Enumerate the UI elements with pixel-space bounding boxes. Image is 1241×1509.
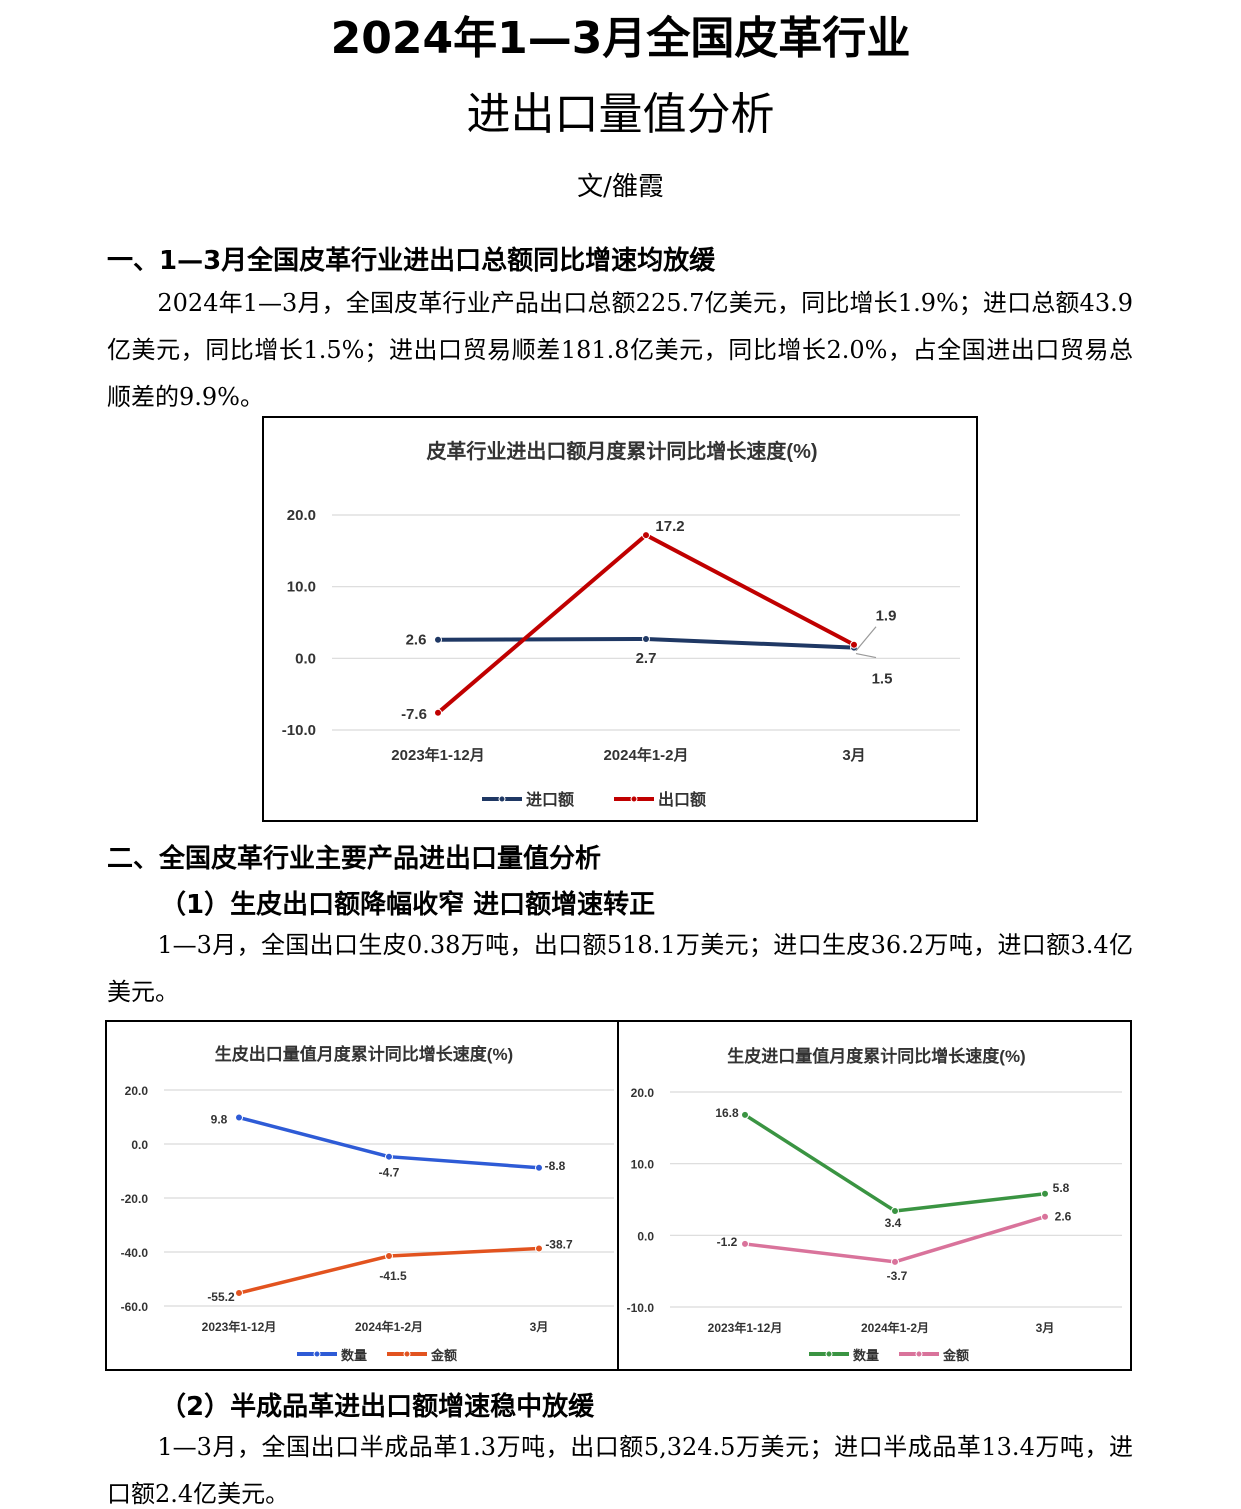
data-label: 1.5: [872, 671, 893, 688]
data-label: 17.2: [655, 518, 684, 535]
x-tick-label: 2023年1-12月: [708, 1320, 783, 1335]
data-point: [434, 635, 442, 644]
data-label: -41.5: [379, 1269, 407, 1283]
y-tick-label: 20.0: [631, 1086, 655, 1100]
data-label: 1.9: [876, 608, 897, 625]
legend-marker: [498, 795, 506, 803]
chart-title: 生皮出口量值月度累计同比增长速度(%): [215, 1044, 513, 1064]
legend-label: 出口额: [658, 790, 706, 809]
legend-label: 数量: [853, 1348, 879, 1363]
legend-marker: [630, 795, 638, 803]
title-line-1: 2024年1—3月全国皮革行业: [330, 13, 911, 64]
chart-leather-trade-growth: 皮革行业进出口额月度累计同比增长速度(%) 20.0 10.0 0.0 -10.0 202…: [262, 416, 978, 822]
data-point: [434, 708, 442, 717]
x-tick-label: 3月: [842, 747, 865, 764]
author: 文/雒霞: [577, 172, 664, 202]
data-label: -3.7: [887, 1269, 908, 1283]
chart-title: 皮革行业进出口额月度累计同比增长速度(%): [426, 439, 817, 463]
y-tick-label: 0.0: [131, 1138, 148, 1152]
chart-rawhide-import: 生皮进口量值月度累计同比增长速度(%) 20.0 10.0 0.0 -10.0 2023年…: [617, 1020, 1132, 1371]
legend-label: 进口额: [526, 790, 574, 809]
subsection2-paragraph: 1—3月，全国出口半成品革1.3万吨，出口额5,324.5万美元；进口半成品革1…: [107, 1433, 1133, 1508]
data-label: -38.7: [545, 1237, 573, 1251]
leader-line: [855, 626, 877, 652]
y-tick-label: -10.0: [282, 722, 316, 739]
data-label: 9.8: [211, 1113, 228, 1127]
x-tick-label: 2023年1-12月: [391, 746, 484, 764]
section1-paragraph: 2024年1—3月，全国皮革行业产品出口总额225.7亿美元，同比增长1.9%；…: [107, 289, 1133, 411]
data-point: [535, 1244, 543, 1253]
data-point: [385, 1152, 393, 1161]
x-tick-label: 2024年1-2月: [355, 1319, 423, 1334]
data-point: [535, 1163, 543, 1172]
y-tick-label: 20.0: [125, 1084, 149, 1098]
y-tick-label: 20.0: [287, 507, 316, 524]
data-point: [741, 1110, 749, 1119]
y-tick-label: -40.0: [121, 1246, 149, 1260]
legend-marker: [825, 1350, 833, 1358]
leader-line: [855, 652, 877, 659]
data-point: [235, 1113, 243, 1122]
subsection1-paragraph: 1—3月，全国出口生皮0.38万吨，出口额518.1万美元；进口生皮36.2万吨…: [107, 931, 1133, 1006]
data-label: 2.6: [1055, 1210, 1072, 1224]
subsection1-heading: （1）生皮出口额降幅收窄 进口额增速转正: [160, 890, 656, 920]
data-point: [1041, 1212, 1049, 1221]
legend-label: 金额: [942, 1348, 969, 1363]
data-point: [1041, 1189, 1049, 1198]
legend-marker: [915, 1350, 923, 1358]
data-point: [385, 1252, 393, 1261]
y-tick-label: -10.0: [627, 1301, 655, 1315]
legend-label: 金额: [430, 1348, 457, 1363]
data-label: -55.2: [207, 1290, 235, 1304]
y-tick-label: 0.0: [637, 1229, 654, 1243]
x-tick-label: 3月: [1036, 1321, 1055, 1335]
data-point: [741, 1239, 749, 1248]
data-label: -1.2: [717, 1235, 738, 1249]
data-label: -4.7: [379, 1166, 400, 1180]
data-point: [235, 1289, 243, 1298]
chart-svg: 生皮出口量值月度累计同比增长速度(%) 20.0 0.0 -20.0 -40.0 -60.…: [121, 1044, 614, 1363]
data-point: [891, 1257, 899, 1266]
title-line-2: 进出口量值分析: [466, 89, 775, 140]
data-label: 3.4: [885, 1216, 902, 1230]
data-point: [891, 1206, 899, 1215]
data-label: 5.8: [1053, 1181, 1070, 1195]
data-point: [642, 634, 650, 643]
x-tick-label: 3月: [530, 1320, 549, 1334]
legend-marker: [403, 1350, 411, 1358]
section1-heading: 一、1—3月全国皮革行业进出口总额同比增速均放缓: [107, 246, 716, 276]
y-tick-label: 0.0: [295, 650, 316, 667]
data-label: -7.6: [401, 706, 427, 723]
data-point: [642, 531, 650, 540]
section2-heading: 二、全国皮革行业主要产品进出口量值分析: [107, 844, 602, 874]
data-label: 2.7: [636, 650, 657, 667]
y-tick-label: -60.0: [121, 1300, 149, 1314]
y-tick-label: 10.0: [631, 1158, 655, 1172]
legend-label: 数量: [341, 1348, 367, 1363]
y-tick-label: -20.0: [121, 1192, 149, 1206]
legend-marker: [313, 1350, 321, 1358]
chart-svg: 皮革行业进出口额月度累计同比增长速度(%) 20.0 10.0 0.0 -10.0 202…: [282, 439, 960, 809]
data-label: 2.6: [406, 632, 427, 649]
x-tick-label: 2023年1-12月: [202, 1319, 277, 1334]
x-tick-label: 2024年1-2月: [603, 746, 688, 764]
chart-rawhide-export: 生皮出口量值月度累计同比增长速度(%) 20.0 0.0 -20.0 -40.0 -60.…: [105, 1020, 619, 1371]
data-point: [850, 640, 858, 649]
data-label: -8.8: [545, 1159, 566, 1173]
x-tick-label: 2024年1-2月: [861, 1320, 929, 1335]
chart-title: 生皮进口量值月度累计同比增长速度(%): [727, 1046, 1025, 1066]
chart-svg: 生皮进口量值月度累计同比增长速度(%) 20.0 10.0 0.0 -10.0 2023年…: [627, 1046, 1122, 1363]
subsection2-heading: （2）半成品革进出口额增速稳中放缓: [160, 1392, 595, 1422]
data-label: 16.8: [715, 1106, 739, 1120]
series-line-出口额: [436, 533, 855, 715]
y-tick-label: 10.0: [287, 579, 316, 596]
series-line-数量: [744, 1113, 1046, 1213]
